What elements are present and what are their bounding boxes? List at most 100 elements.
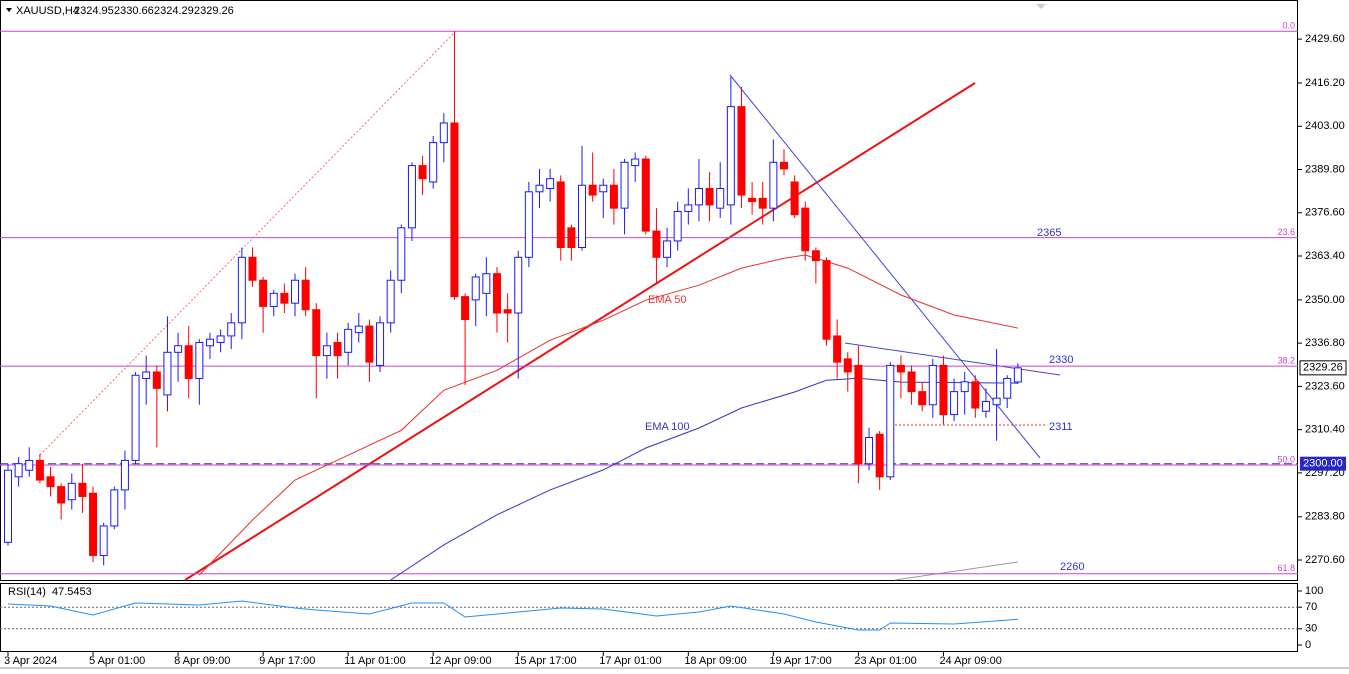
y-tick-label: 2336.80 (1305, 337, 1345, 349)
candle-body (578, 184, 587, 248)
candle-body (78, 482, 87, 497)
y-tick-label: 2310.40 (1305, 424, 1345, 436)
candle-body (57, 486, 66, 504)
candle-body (35, 459, 44, 481)
trend-line (844, 342, 1061, 376)
rsi-name: RSI(14) (8, 586, 46, 598)
candle-body (950, 391, 959, 416)
candle-body (344, 328, 353, 353)
rsi-value: 47.5453 (52, 586, 92, 598)
candle-body (535, 184, 544, 193)
fib-trendline (39, 31, 456, 456)
y-tick-label: 2350.00 (1305, 294, 1345, 306)
candle-body (195, 341, 204, 380)
y-tick-label: 2270.60 (1305, 554, 1345, 566)
candle-body (312, 309, 321, 357)
candle-body (822, 260, 831, 340)
candle-body (471, 276, 480, 301)
candle-body (631, 158, 640, 167)
y-tick-label: 2416.20 (1305, 77, 1345, 89)
candle-body (524, 191, 533, 258)
candle-body (514, 256, 523, 314)
rsi-tick-label: 70 (1305, 601, 1317, 613)
x-tick-label: 17 Apr 01:00 (599, 655, 661, 667)
ema-label: EMA 100 (645, 421, 690, 433)
candle-body (918, 391, 927, 406)
candle-body (684, 204, 693, 212)
candle-body (259, 279, 268, 307)
candle-body (928, 364, 937, 406)
candle-body (110, 489, 119, 527)
candle-body (354, 325, 363, 334)
candle-body (609, 184, 618, 209)
symbol: XAUUSD,H4 (16, 5, 79, 17)
candle-body (737, 106, 746, 196)
annotation: 2330 (1049, 354, 1073, 366)
y-tick-label: 2323.60 (1305, 380, 1345, 392)
candle-body (429, 142, 438, 183)
candle-body (397, 227, 406, 281)
candle-body (811, 250, 820, 262)
candle-body (25, 459, 34, 471)
candle-body (407, 165, 416, 229)
candle-body (4, 469, 12, 543)
candle-body (769, 161, 778, 209)
candle-body (758, 197, 767, 209)
candle-body (694, 188, 703, 206)
candle-body (301, 279, 310, 311)
candle-body (748, 197, 757, 203)
candle-body (67, 482, 76, 501)
candle-body (89, 492, 98, 556)
candle-body (567, 227, 576, 248)
candle-body (620, 161, 629, 209)
candle-body (854, 364, 863, 465)
x-tick-label: 15 Apr 17:00 (514, 655, 576, 667)
candle-body (14, 463, 23, 478)
candle-body (556, 181, 565, 248)
candle-body (971, 381, 980, 409)
candle-body (599, 184, 608, 193)
candle-body (237, 256, 246, 324)
x-tick-label: 23 Apr 01:00 (854, 655, 916, 667)
candle-body (779, 161, 788, 170)
candle-body (663, 240, 672, 258)
candle-body (503, 309, 512, 314)
candle-body (269, 292, 278, 307)
y-tick-label: 2363.40 (1305, 250, 1345, 262)
header: XAUUSD,H4 2324.95 2330.66 2324.29 2329.2… (16, 5, 234, 17)
candle-body (46, 476, 55, 488)
candle-body (163, 351, 172, 396)
candle-body (386, 279, 395, 324)
price-box-label: 2300.00 (1303, 458, 1343, 470)
x-tick-label: 8 Apr 09:00 (174, 655, 230, 667)
ohlc-open: 2324.95 (74, 5, 114, 17)
candle-body (716, 188, 725, 209)
candle-body (865, 436, 874, 465)
candle-body (652, 230, 661, 258)
candle-body (981, 400, 990, 412)
candle-body (875, 433, 884, 478)
candle-body (833, 335, 842, 363)
candle-body (726, 106, 735, 206)
current-price-label: 2329.26 (1303, 362, 1343, 374)
ohlc-close: 2329.26 (194, 5, 234, 17)
candle-body (960, 381, 969, 393)
fib-label: 38.2 (1277, 355, 1295, 365)
candle-body (790, 181, 799, 216)
rsi-line (7, 600, 1018, 631)
rsi-tick-label: 30 (1305, 623, 1317, 635)
candle-body (131, 374, 140, 461)
candle-body (152, 371, 161, 389)
fib-label: 0.0 (1282, 21, 1295, 31)
ema-line (894, 561, 1019, 581)
candle-body (291, 279, 300, 304)
candle-body (142, 371, 151, 380)
x-tick-label: 18 Apr 09:00 (684, 655, 746, 667)
candle-body (588, 184, 597, 196)
y-tick-label: 2376.60 (1305, 207, 1345, 219)
ema-label: EMA 50 (648, 294, 687, 306)
candle-body (120, 459, 129, 491)
candle-body (248, 256, 257, 281)
candle-body (439, 122, 448, 144)
candle-body (227, 322, 236, 337)
